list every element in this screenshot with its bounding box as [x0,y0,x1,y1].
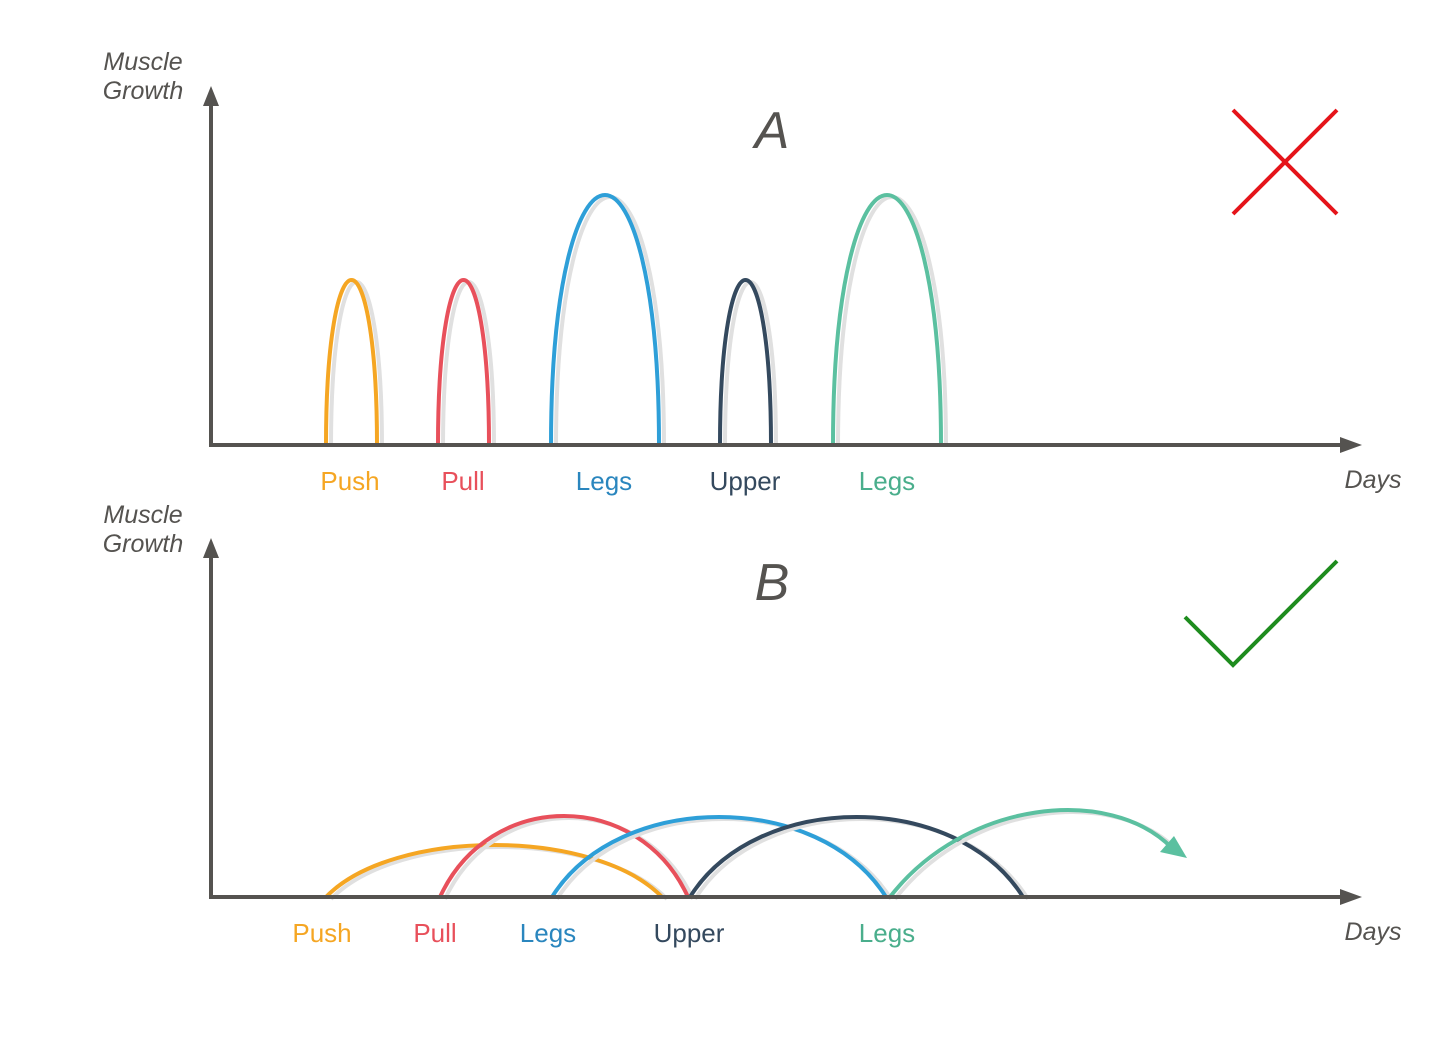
x-axis-arrow-b [1340,889,1362,905]
label-legs: Legs [576,466,632,496]
curve-b-push [324,843,664,899]
panel-a: Muscle Growth A Days Push Pull Legs Upper Le… [103,48,1402,496]
panel-b: Muscle Growth B Days Push Pull Legs Upper Le… [103,501,1402,948]
curve-a-legs2 [831,192,943,446]
y-axis-label-a-line1: Muscle [103,48,182,76]
label-legs: Legs [520,918,576,948]
curve-b-legs2 [888,808,1174,899]
y-axis-arrow-b [203,538,219,558]
curve-b-pull [438,814,690,898]
cross-icon [1231,108,1339,216]
label-legs2: Legs [859,918,915,948]
panel-title-b: B [755,554,790,612]
curves-b [324,808,1187,901]
curve-b-legs [550,815,888,899]
label-upper: Upper [710,466,781,496]
label-pull: Pull [441,466,484,496]
check-icon [1183,559,1339,668]
label-upper: Upper [654,918,725,948]
panel-title-a: A [752,102,790,160]
arrowhead-icon [1160,836,1187,858]
y-axis-label-a-line2: Growth [103,77,184,105]
x-axis-label-b: Days [1345,918,1402,946]
curve-a-push [324,277,379,446]
curve-a-upper [718,277,773,446]
label-push: Push [320,466,379,496]
curve-a-pull [436,277,491,446]
curve-a-legs [549,192,661,446]
curve-b-legs2-shadow [893,810,1179,901]
curve-b-push-shadow [329,845,669,901]
label-legs2: Legs [859,466,915,496]
x-axis-label-a: Days [1345,466,1402,494]
y-axis-label-b-line2: Growth [103,530,184,558]
y-axis-label-b-line1: Muscle [103,501,182,529]
curve-a-legs2-shadow [836,194,948,448]
y-axis-arrow-a [203,86,219,106]
curve-b-upper [688,815,1025,899]
x-axis-arrow-a [1340,437,1362,453]
curves-a [324,192,948,448]
label-pull: Pull [413,918,456,948]
label-push: Push [292,918,351,948]
curve-a-legs-shadow [554,194,666,448]
